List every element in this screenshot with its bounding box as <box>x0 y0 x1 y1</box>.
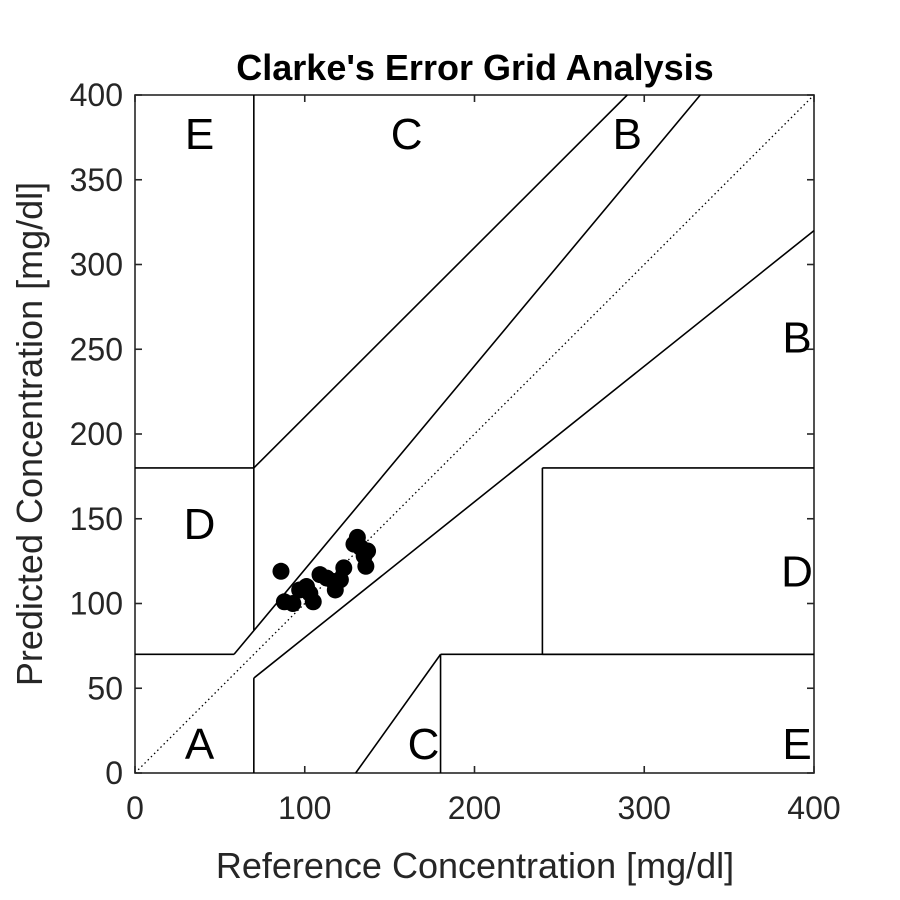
y-tick-label: 250 <box>70 331 123 367</box>
zone-label-b: B <box>613 110 642 159</box>
x-tick-label: 400 <box>787 790 840 826</box>
zone-label-a: A <box>185 720 215 769</box>
y-tick-label: 350 <box>70 162 123 198</box>
x-tick-label: 100 <box>278 790 331 826</box>
y-tick-label: 300 <box>70 247 123 283</box>
data-point <box>335 559 353 577</box>
zone-label-b: B <box>782 313 811 362</box>
data-points <box>272 528 377 612</box>
zone-boundary-line <box>253 94 628 469</box>
y-tick-label: 100 <box>70 586 123 622</box>
zone-label-c: C <box>391 110 423 159</box>
y-tick-label: 50 <box>87 670 123 706</box>
data-point <box>357 557 375 575</box>
x-axis-label: Reference Concentration [mg/dl] <box>216 845 734 886</box>
zone-boundary-lines <box>135 94 815 774</box>
chart-title: Clarke's Error Grid Analysis <box>236 47 713 88</box>
plot-area <box>134 94 815 774</box>
zone-boundary-line <box>253 94 701 632</box>
zone-boundary-line <box>355 653 442 774</box>
y-axis-label: Predicted Concentration [mg/dl] <box>9 182 50 686</box>
y-tick-label: 150 <box>70 501 123 537</box>
zone-label-c: C <box>408 720 440 769</box>
zone-label-e: E <box>782 720 811 769</box>
zone-label-e: E <box>185 110 214 159</box>
x-tick-label: 0 <box>126 790 144 826</box>
data-point <box>284 595 302 612</box>
x-tick-label: 200 <box>448 790 501 826</box>
data-point <box>359 542 377 560</box>
zone-labels: E C B B D D A C E <box>184 110 813 769</box>
y-tick-label: 400 <box>70 77 123 113</box>
x-tick-label: 300 <box>618 790 671 826</box>
zone-boundary-line <box>233 630 255 655</box>
zone-boundary-line <box>253 229 815 679</box>
data-point <box>272 562 290 580</box>
zone-label-d: D <box>781 547 813 596</box>
y-tick-label: 0 <box>105 755 123 791</box>
y-axis-ticks: 0 50 100 150 200 250 300 350 400 <box>70 77 814 791</box>
x-axis-ticks: 0 100 200 300 400 <box>126 95 841 826</box>
y-tick-label: 200 <box>70 416 123 452</box>
data-point <box>304 593 322 611</box>
zone-label-d: D <box>184 500 216 549</box>
